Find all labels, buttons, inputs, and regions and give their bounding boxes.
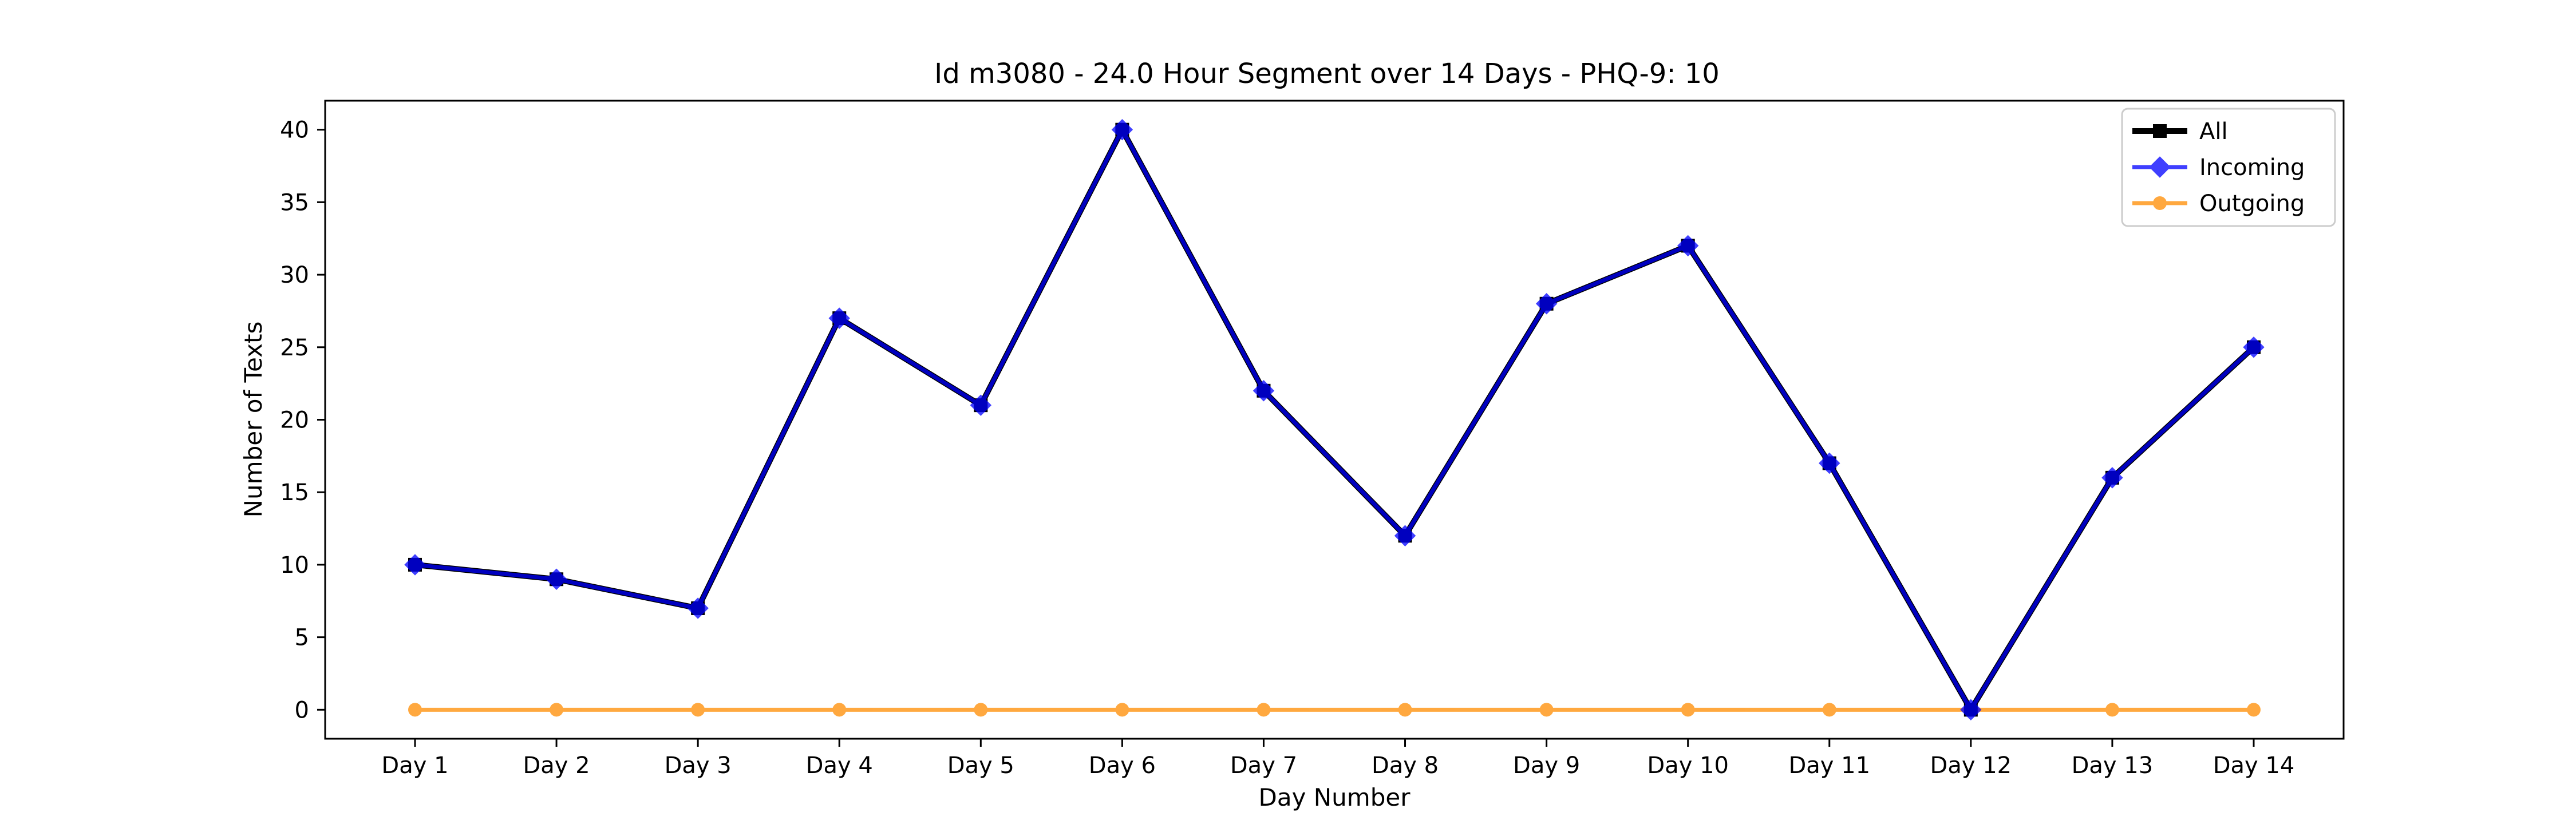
x-axis-label: Day Number xyxy=(1258,783,1411,811)
series-layer xyxy=(404,118,2265,721)
legend-frame xyxy=(2121,108,2336,227)
data-point-outgoing xyxy=(550,703,564,717)
data-point-incoming xyxy=(2101,467,2123,489)
legend-marker-all xyxy=(2153,124,2167,138)
series-outgoing xyxy=(408,703,2261,717)
chart-title: Id m3080 - 24.0 Hour Segment over 14 Day… xyxy=(934,58,1720,90)
data-point-outgoing xyxy=(1257,703,1271,717)
data-point-incoming xyxy=(546,568,567,590)
y-tick-label: 25 xyxy=(280,335,309,361)
data-point-outgoing xyxy=(1115,703,1129,717)
x-tick-label: Day 12 xyxy=(1930,752,2012,779)
x-tick-label: Day 3 xyxy=(665,752,732,779)
x-tick-label: Day 5 xyxy=(947,752,1014,779)
data-point-incoming xyxy=(1677,235,1699,257)
legend-marker-incoming xyxy=(2149,156,2171,178)
y-tick-label: 30 xyxy=(280,262,309,288)
y-tick-label: 15 xyxy=(280,480,309,506)
data-point-incoming xyxy=(1253,380,1275,402)
x-tick-label: Day 7 xyxy=(1230,752,1297,779)
data-point-outgoing xyxy=(1539,703,1554,717)
y-axis: 0 5 10 15 20 25 30 35 40 xyxy=(280,117,325,723)
legend-label-incoming: Incoming xyxy=(2199,154,2305,181)
data-point-incoming xyxy=(828,307,850,329)
legend-label-all: All xyxy=(2199,118,2228,145)
legend-marker-outgoing xyxy=(2153,196,2167,210)
data-point-incoming xyxy=(1819,452,1840,474)
series-incoming xyxy=(404,118,2265,721)
legend: All Incoming Outgoing xyxy=(2121,108,2336,227)
data-point-outgoing xyxy=(1681,703,1695,717)
y-tick-label: 10 xyxy=(280,552,309,579)
data-point-incoming xyxy=(404,554,426,576)
x-axis: Day 1 Day 2 Day 3 Day 4 Day 5 Day 6 Day 7 Day 8… xyxy=(381,739,2294,779)
data-point-outgoing xyxy=(1398,703,1412,717)
data-point-incoming xyxy=(1535,293,1558,315)
series-line-all xyxy=(414,126,2256,713)
x-tick-label: Day 10 xyxy=(1647,752,1729,779)
x-tick-label: Day 11 xyxy=(1788,752,1870,779)
series-all xyxy=(408,122,2261,717)
data-point-outgoing xyxy=(2247,703,2261,717)
data-point-incoming xyxy=(1394,525,1416,546)
x-tick-label: Day 14 xyxy=(2213,752,2295,779)
plot-area-frame xyxy=(324,100,2345,740)
y-axis-label: Number of Texts xyxy=(239,322,267,518)
data-point-outgoing xyxy=(832,703,847,717)
x-tick-label: Day 2 xyxy=(523,752,590,779)
x-tick-label: Day 6 xyxy=(1089,752,1156,779)
legend-swatch-outgoing xyxy=(2132,196,2187,210)
legend-item-all: All xyxy=(2132,118,2228,145)
y-tick-label: 20 xyxy=(280,407,309,434)
series-line-incoming xyxy=(414,128,2255,712)
legend-item-incoming: Incoming xyxy=(2132,154,2305,181)
data-point-outgoing xyxy=(974,703,988,717)
data-point-incoming xyxy=(970,394,992,416)
legend-items: All Incoming Outgoing xyxy=(2132,118,2305,217)
y-tick-label: 0 xyxy=(295,697,309,723)
data-point-incoming xyxy=(1111,118,1133,141)
data-point-outgoing xyxy=(1822,703,1836,717)
y-tick-label: 40 xyxy=(280,117,309,144)
y-tick-label: 35 xyxy=(280,189,309,216)
legend-swatch-incoming xyxy=(2132,156,2187,178)
x-tick-label: Day 4 xyxy=(806,752,873,779)
data-point-incoming xyxy=(1960,699,1982,721)
data-point-incoming xyxy=(687,597,709,619)
data-point-incoming xyxy=(2243,336,2265,358)
y-tick-label: 5 xyxy=(295,625,309,651)
legend-swatch-all xyxy=(2132,124,2187,138)
legend-item-outgoing: Outgoing xyxy=(2132,191,2305,217)
x-tick-label: Day 8 xyxy=(1372,752,1439,779)
x-tick-label: Day 1 xyxy=(381,752,448,779)
x-tick-label: Day 13 xyxy=(2072,752,2154,779)
data-point-outgoing xyxy=(691,703,705,717)
data-point-outgoing xyxy=(408,703,422,717)
x-tick-label: Day 9 xyxy=(1513,752,1580,779)
legend-label-outgoing: Outgoing xyxy=(2199,191,2305,217)
data-point-outgoing xyxy=(2105,703,2119,717)
